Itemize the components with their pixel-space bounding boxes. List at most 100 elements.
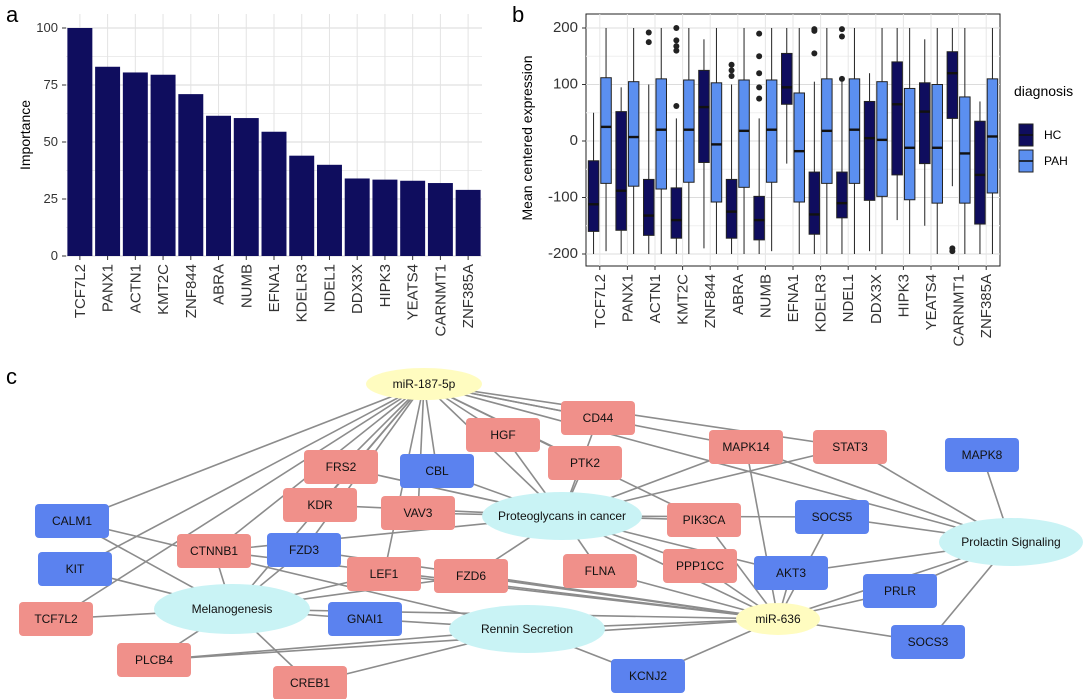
- node-label: GNAI1: [347, 612, 383, 626]
- bar-kdelr3: [289, 155, 315, 256]
- node-shape: [381, 496, 455, 530]
- outlier-point: [811, 50, 818, 57]
- box-hc-ddx3x: [863, 73, 876, 252]
- box-body: [946, 51, 959, 119]
- box-body: [643, 178, 655, 236]
- box-body: [710, 82, 723, 203]
- box-hc-actn1: [643, 29, 655, 254]
- x-tick-label: KDELR3: [294, 264, 311, 322]
- legend-title: diagnosis: [1014, 83, 1073, 99]
- node-shape: [38, 552, 112, 586]
- x-tick-label: CARNMT1: [432, 264, 449, 337]
- x-tick-label: TCF7L2: [72, 264, 89, 318]
- outlier-point: [949, 248, 956, 255]
- outlier-point: [673, 102, 680, 109]
- box-hc-hipk3: [891, 28, 903, 221]
- node-shape: [736, 603, 820, 635]
- outlier-point: [673, 37, 680, 44]
- box-hc-efna1: [781, 28, 793, 164]
- box-body: [725, 178, 738, 239]
- node-label: LEF1: [370, 567, 399, 581]
- node-label: HGF: [490, 428, 515, 442]
- edge-mir636-mapk14: [745, 446, 779, 620]
- node-tcf7l2: TCF7L2: [19, 602, 93, 636]
- node-label: MAPK14: [722, 440, 770, 454]
- node-shape: [449, 605, 605, 653]
- panel-label-a: a: [6, 2, 19, 27]
- node-label: PTK2: [570, 456, 600, 470]
- x-tick-label: EFNA1: [266, 264, 283, 312]
- bar-efna1: [261, 131, 287, 256]
- panel-label-b: b: [512, 2, 524, 27]
- node-label: CBL: [425, 464, 449, 478]
- bar-panx1: [95, 66, 121, 256]
- node-shape: [754, 556, 828, 590]
- box-pah-znf385a: [986, 28, 999, 254]
- box-pah-yeats4: [931, 28, 943, 254]
- outlier-point: [756, 70, 763, 77]
- node-shape: [347, 557, 421, 591]
- x-tick-label: EFNA1: [785, 274, 802, 322]
- outlier-point: [838, 33, 845, 40]
- outlier-point: [838, 75, 845, 82]
- box-hc-numb: [753, 30, 765, 254]
- node-kdr: KDR: [283, 488, 357, 522]
- node-stat3: STAT3: [813, 430, 887, 464]
- node-label: PPP1CC: [676, 559, 724, 573]
- x-tick-label: TCF7L2: [592, 274, 609, 328]
- box-body: [808, 171, 821, 235]
- node-rennin: Rennin Secretion: [449, 605, 605, 653]
- node-ptk2: PTK2: [548, 446, 622, 480]
- node-label: Prolactin Signaling: [961, 535, 1060, 549]
- node-shape: [304, 450, 378, 484]
- panel-label-c: c: [6, 364, 17, 389]
- y-tick-label: 100: [36, 20, 58, 35]
- node-shape: [945, 438, 1019, 472]
- node-shape: [891, 625, 965, 659]
- node-cbl: CBL: [400, 454, 474, 488]
- x-tick-label: PANX1: [619, 274, 636, 322]
- node-shape: [328, 602, 402, 636]
- bar-numb: [233, 118, 259, 256]
- node-shape: [667, 503, 741, 537]
- box-body: [931, 84, 943, 204]
- node-mir187: miR-187-5p: [366, 368, 482, 400]
- node-prlr: PRLR: [863, 574, 937, 608]
- y-axis-title: Mean centered expression: [519, 56, 535, 221]
- node-ctnnb1: CTNNB1: [177, 534, 251, 568]
- x-tick-label: NDEL1: [321, 264, 338, 312]
- node-label: miR-187-5p: [393, 377, 456, 391]
- box-pah-panx1: [627, 28, 640, 254]
- node-plcb4: PLCB4: [117, 643, 191, 677]
- x-tick-label: PANX1: [100, 264, 117, 312]
- x-tick-label: ZNF385A: [460, 264, 477, 328]
- x-tick-label: DDX3X: [868, 274, 885, 324]
- node-shape: [283, 488, 357, 522]
- box-hc-tcf7l2: [587, 112, 600, 254]
- node-socs3: SOCS3: [891, 625, 965, 659]
- box-body: [919, 82, 931, 165]
- bar-znf844: [178, 94, 204, 257]
- x-tick-label: ACTN1: [127, 264, 144, 313]
- box-body: [863, 100, 876, 201]
- bar-tcf7l2: [67, 28, 93, 256]
- box-body: [753, 195, 765, 241]
- node-label: SOCS3: [908, 635, 949, 649]
- outlier-point: [728, 61, 735, 68]
- node-label: Rennin Secretion: [481, 622, 573, 636]
- outlier-point: [756, 30, 763, 37]
- node-label: CALM1: [52, 514, 92, 528]
- x-tick-label: YEATS4: [923, 274, 940, 330]
- node-prolactin: Prolactin Signaling: [939, 518, 1083, 566]
- node-kcnj2: KCNJ2: [611, 659, 685, 693]
- y-tick-label: -200: [548, 245, 578, 262]
- node-shape: [863, 574, 937, 608]
- node-label: CTNNB1: [190, 544, 238, 558]
- box-pah-kdelr3: [821, 28, 833, 254]
- node-label: KDR: [307, 498, 333, 512]
- node-shape: [154, 584, 310, 634]
- x-tick-label: DDX3X: [349, 264, 366, 314]
- x-tick-label: ZNF844: [702, 274, 719, 328]
- outlier-point: [728, 73, 735, 80]
